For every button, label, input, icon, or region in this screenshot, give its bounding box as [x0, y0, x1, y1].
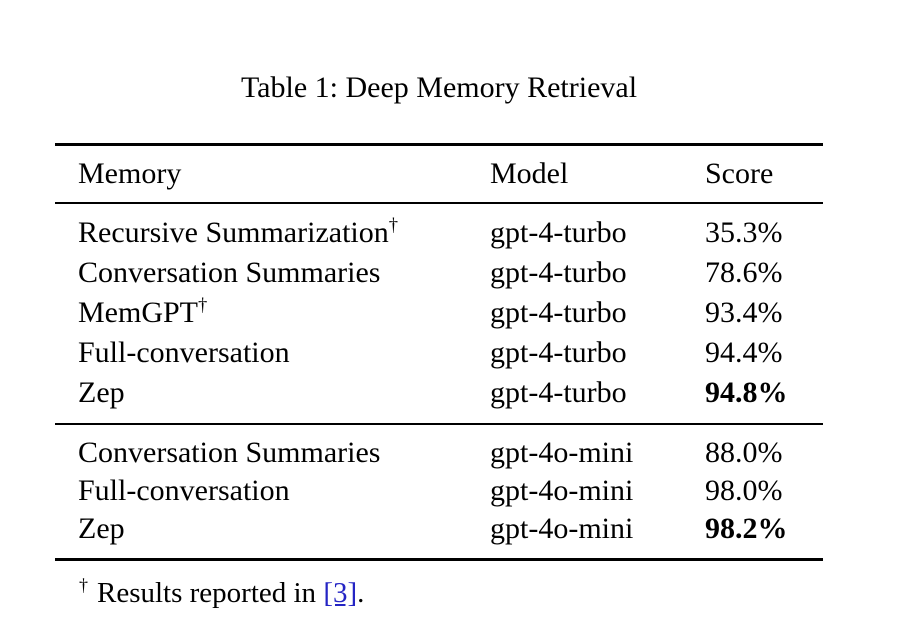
- table-footnote: † Results reported in [3].: [79, 576, 364, 610]
- model-cell: gpt-4-turbo: [490, 373, 705, 425]
- memory-cell: Conversation Summaries: [78, 256, 381, 289]
- table-row: MemGPT† gpt-4-turbo 93.4%: [55, 293, 823, 333]
- col-header-score: Score: [705, 144, 823, 204]
- table-row: Recursive Summarization† gpt-4-turbo 35.…: [55, 203, 823, 253]
- model-cell: gpt-4o-mini: [490, 512, 634, 545]
- citation-link-3[interactable]: [3]: [323, 577, 358, 609]
- results-table: Memory Model Score Recursive Summarizati…: [55, 143, 823, 561]
- score-cell: 98.0%: [705, 474, 783, 507]
- table-row: Zep gpt-4o-mini 98.2%: [55, 510, 823, 560]
- memory-label: Recursive Summarization: [78, 216, 389, 249]
- table-header: Memory Model Score: [55, 144, 823, 204]
- memory-label: MemGPT: [78, 296, 198, 329]
- section-gpt-4-turbo: Recursive Summarization† gpt-4-turbo 35.…: [55, 203, 823, 425]
- section-gpt-4o-mini: Conversation Summaries gpt-4o-mini 88.0%…: [55, 424, 823, 560]
- memory-cell: Zep: [55, 373, 490, 425]
- model-cell: gpt-4-turbo: [490, 336, 627, 369]
- table-row: Conversation Summaries gpt-4o-mini 88.0%: [55, 424, 823, 472]
- table-caption: Table 1: Deep Memory Retrieval: [240, 71, 638, 104]
- footnote-text: Results reported in: [96, 577, 324, 609]
- memory-cell: Recursive Summarization†: [55, 203, 490, 253]
- col-header-model: Model: [490, 144, 705, 204]
- model-cell: gpt-4o-mini: [490, 474, 634, 507]
- model-cell: gpt-4-turbo: [490, 216, 627, 249]
- score-cell: 78.6%: [705, 256, 783, 289]
- table-row: Conversation Summaries gpt-4-turbo 78.6%: [55, 253, 823, 293]
- model-cell: gpt-4-turbo: [490, 256, 627, 289]
- model-cell: gpt-4-turbo: [490, 296, 627, 329]
- table-row: Full-conversation gpt-4-turbo 94.4%: [55, 333, 823, 373]
- score-cell: 94.4%: [705, 336, 783, 369]
- score-cell-best: 94.8%: [705, 373, 823, 425]
- dagger-marker: †: [388, 215, 399, 236]
- model-cell: gpt-4o-mini: [490, 436, 634, 469]
- header-row: Memory Model Score: [55, 144, 823, 204]
- score-cell: 35.3%: [705, 216, 783, 249]
- memory-cell: Conversation Summaries: [78, 436, 381, 469]
- footnote-period: .: [357, 577, 365, 609]
- col-header-memory: Memory: [55, 144, 490, 204]
- dagger-marker: †: [79, 575, 88, 596]
- score-cell-best: 98.2%: [705, 512, 788, 545]
- memory-cell: MemGPT†: [55, 293, 490, 333]
- table-row: Zep gpt-4-turbo 94.8%: [55, 373, 823, 425]
- score-cell: 88.0%: [705, 436, 783, 469]
- memory-cell: Full-conversation: [78, 474, 290, 507]
- score-cell: 93.4%: [705, 296, 783, 329]
- dagger-marker: †: [198, 295, 208, 316]
- table-row: Full-conversation gpt-4o-mini 98.0%: [55, 472, 823, 510]
- memory-cell: Zep: [78, 512, 125, 545]
- memory-cell: Full-conversation: [78, 336, 290, 369]
